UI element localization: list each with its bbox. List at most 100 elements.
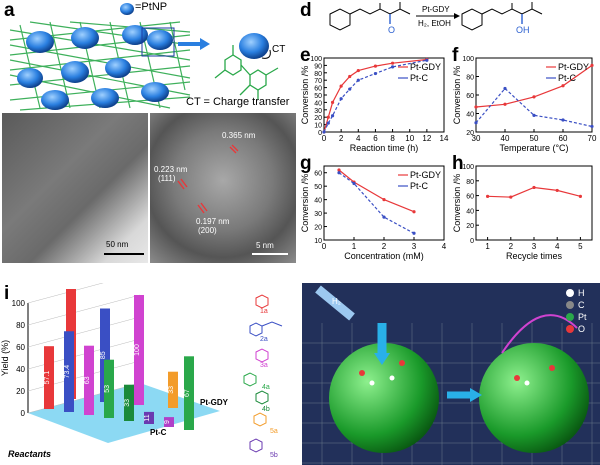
row-label-ptc: Pt-C <box>150 428 167 437</box>
data-point <box>373 71 378 76</box>
x-tick-label: 2 <box>509 242 514 251</box>
x-tick-label: 5 <box>578 242 583 251</box>
data-point <box>390 65 395 69</box>
data-point <box>561 118 565 122</box>
y-tick-label: 20 <box>466 223 474 230</box>
y-tick-label: 60 <box>314 86 322 93</box>
y-tick-label: 20 <box>314 225 322 232</box>
data-point <box>590 124 594 129</box>
y-tick-label: 100 <box>310 56 322 63</box>
data-point <box>373 64 378 68</box>
data-point <box>474 121 478 125</box>
grid-line <box>27 316 141 348</box>
data-point <box>382 215 386 219</box>
y-tick-label: 0 <box>21 409 26 418</box>
conditions-label: H₂, EtOH <box>418 19 451 28</box>
x-axis-label: Reactants <box>8 449 51 459</box>
legend-entry: Pt-GDY <box>410 170 441 180</box>
y-tick-label: 80 <box>466 179 474 186</box>
series-line-pt-gdy <box>338 169 415 213</box>
y-tick-label: 90 <box>314 63 322 70</box>
y-tick-label: 0 <box>318 130 322 137</box>
panel-label-a: a <box>4 0 15 21</box>
panel-label-g: g <box>300 153 312 174</box>
catalyst-label: Pt-GDY <box>422 5 450 14</box>
data-point <box>412 210 416 214</box>
y-tick-label: 100 <box>12 299 26 308</box>
bar-value-label: 73.4 <box>64 365 71 379</box>
chart-e: 0 2 4 6 8 10 12 140102030405060708090100Reactio… <box>300 56 449 153</box>
bar-0-3 <box>168 371 178 408</box>
reaction-scheme <box>329 2 543 31</box>
data-point <box>348 74 352 79</box>
x-tick-label: 1 <box>352 242 357 251</box>
series-line-pt-c <box>338 172 415 234</box>
scale-bar-c <box>252 253 288 255</box>
legend-entry: Pt-GDY <box>410 62 441 72</box>
legend-pt: Pt <box>578 312 587 322</box>
bar-value-label: 53 <box>104 385 111 393</box>
data-point <box>412 231 416 235</box>
x-tick-label: 40 <box>501 134 510 143</box>
alcohol-oh: OH <box>516 25 530 35</box>
x-tick-label: 0 <box>322 242 327 251</box>
panel-a-schematic: =PtNP CT CT = Charge transfer <box>0 0 298 112</box>
legend-4a: 4a <box>262 384 270 391</box>
data-point <box>337 168 341 172</box>
x-tick-label: 4 <box>356 134 361 143</box>
scale-label-c: 5 nm <box>256 241 274 250</box>
y-tick-label: 10 <box>314 238 322 245</box>
bar-value-label: 57.1 <box>44 371 51 385</box>
panel-i-structures: 1a 2a 3a 4a 4b 5a 5b <box>236 290 300 465</box>
y-tick-label: 0 <box>470 238 474 245</box>
y-axis-label: Conversion /% <box>452 174 462 233</box>
x-tick-label: 4 <box>442 242 447 251</box>
lattice-spacing-1: 0.365 nm <box>222 131 256 140</box>
x-axis-label: Concentration (mM) <box>344 251 424 261</box>
scale-bar-b <box>104 253 144 255</box>
y-axis-label: Conversion /% <box>300 66 310 125</box>
x-axis-label: Reaction time (h) <box>350 143 419 153</box>
data-point <box>382 198 386 202</box>
y-tick-label: 60 <box>466 93 474 100</box>
lattice-spacing-3: 0.197 nm <box>196 217 230 226</box>
plot-frame <box>475 165 593 241</box>
bar-value-label: 33 <box>124 399 131 407</box>
grid-line <box>27 283 104 304</box>
y-tick-label: 30 <box>314 108 322 115</box>
bar-1-0 <box>44 346 54 409</box>
y-tick-label: 40 <box>466 112 474 119</box>
data-point <box>555 188 559 193</box>
y-axis-label: Conversion /% <box>452 66 462 125</box>
bar-0-1 <box>100 308 110 402</box>
bar-1-1 <box>64 331 74 412</box>
bar-value-label: 63 <box>84 376 91 384</box>
bar-1-7 <box>184 356 194 430</box>
y-tick-label: 20 <box>16 387 25 396</box>
x-tick-label: 30 <box>472 134 481 143</box>
x-tick-label: 1 <box>485 242 490 251</box>
x-tick-label: 2 <box>382 242 387 251</box>
y-tick-label: 40 <box>466 208 474 215</box>
y-tick-label: 50 <box>314 93 322 100</box>
structure-drawings <box>243 294 283 453</box>
tem-image-b: 50 nm <box>2 113 148 263</box>
y-tick-label: 70 <box>314 78 322 85</box>
y-tick-label: 20 <box>466 130 474 137</box>
legend-o: O <box>578 324 586 334</box>
bar-1-4 <box>124 384 134 421</box>
data-point <box>532 185 536 190</box>
bar-value-label: 33 <box>168 386 175 394</box>
series-line-pt-c <box>475 87 593 128</box>
data-point <box>330 114 335 118</box>
data-point <box>474 105 478 109</box>
x-tick-label: 70 <box>588 134 597 143</box>
x-tick-label: 3 <box>412 242 417 251</box>
bar-1-3 <box>104 359 114 418</box>
panel-label-f: f <box>452 45 459 66</box>
panel-d-reaction: O OH Pt-GDY H₂, EtOH <box>300 0 598 46</box>
x-tick-label: 12 <box>422 134 431 143</box>
ptnp-legend-label: =PtNP <box>135 1 168 13</box>
bar-1-5 <box>144 411 154 424</box>
